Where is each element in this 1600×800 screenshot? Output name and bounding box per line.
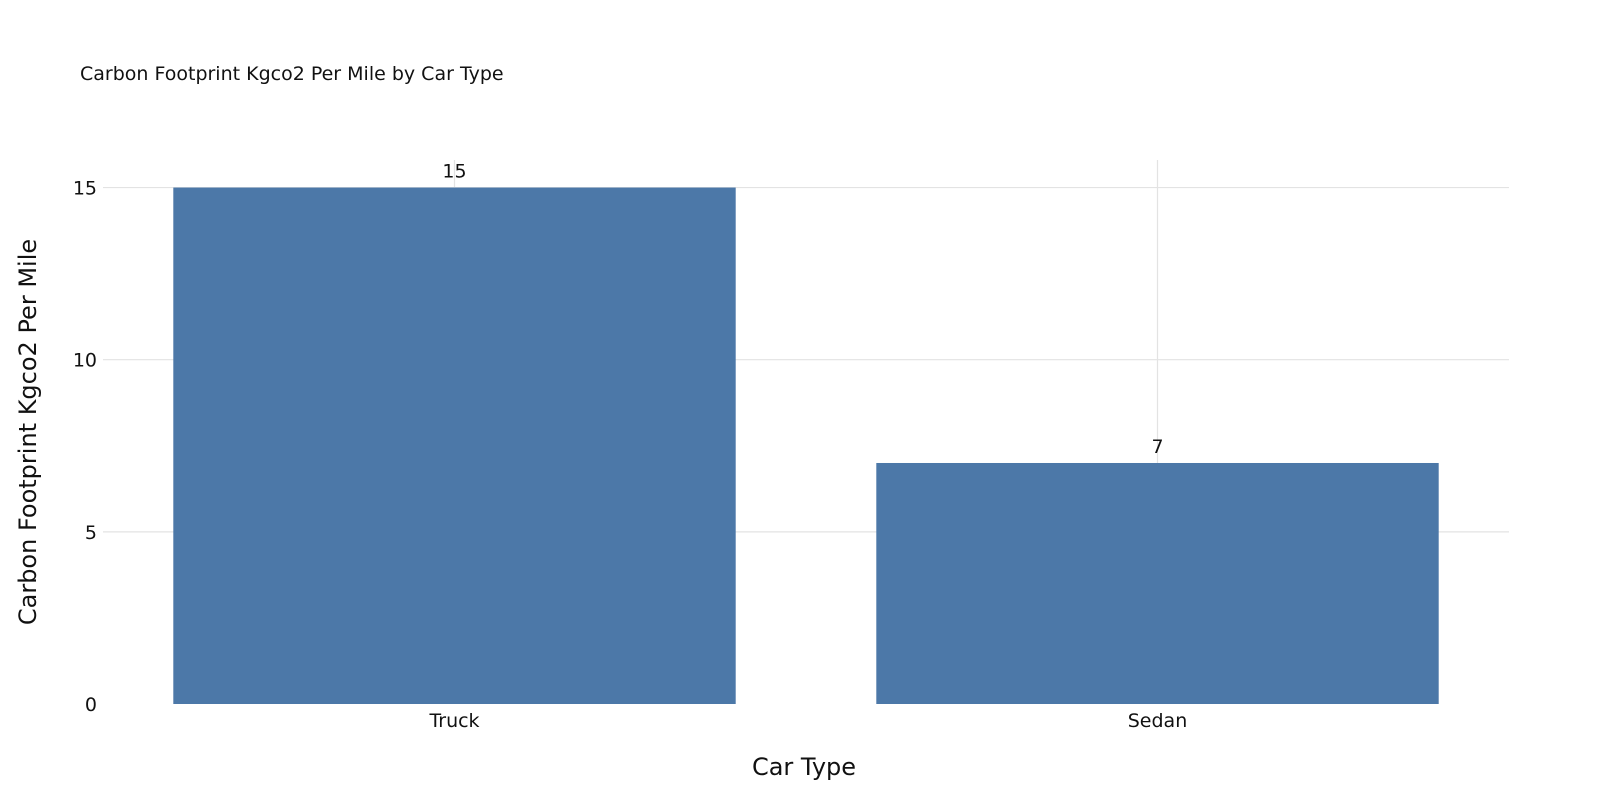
chart-title: Carbon Footprint Kgco2 Per Mile by Car T… [80,63,504,85]
y-tick-label: 10 [73,350,97,372]
bar-sedan [876,462,1439,704]
x-tick-label: Truck [428,710,479,732]
y-axis-ticks: 0 5 10 15 [73,178,97,716]
x-tick-label: Sedan [1128,710,1188,732]
x-axis-ticks: Truck Sedan [428,710,1187,732]
bar-truck [173,187,736,704]
bar-data-labels: 15 7 [442,161,1163,458]
x-axis-title: Car Type [752,753,856,781]
y-tick-label: 0 [85,694,97,716]
y-axis-title: Carbon Footprint Kgco2 Per Mile [14,239,42,625]
y-tick-label: 5 [85,522,97,544]
bars [173,187,1439,704]
y-tick-label: 15 [73,178,97,200]
bar-value-label: 15 [442,161,466,183]
bar-value-label: 7 [1151,436,1163,458]
